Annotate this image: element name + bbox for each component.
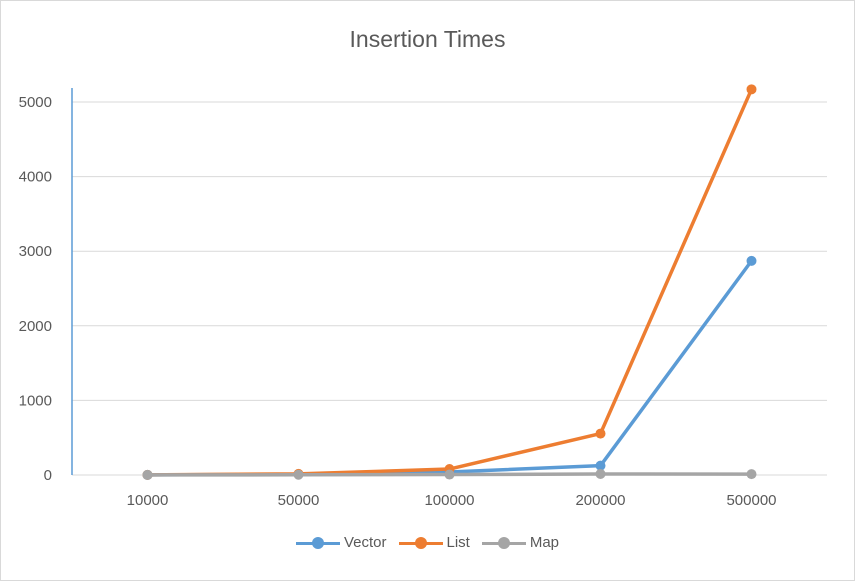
legend-item-vector: Vector — [295, 534, 387, 551]
data-point-list — [746, 84, 757, 95]
data-point-map — [293, 469, 304, 480]
y-tick-label: 0 — [44, 467, 52, 484]
legend-swatch — [481, 536, 526, 550]
legend-item-list: List — [398, 534, 470, 551]
x-tick-label: 100000 — [424, 492, 474, 509]
y-tick-label: 3000 — [19, 243, 52, 260]
y-tick-label: 1000 — [19, 392, 52, 409]
data-point-map — [444, 469, 455, 480]
chart-legend: Vector List Map — [0, 534, 855, 554]
legend-label: Map — [529, 534, 560, 551]
legend-swatch — [398, 536, 443, 550]
x-tick-label: 500000 — [726, 492, 776, 509]
x-tick-label: 10000 — [127, 492, 169, 509]
legend-label: List — [446, 534, 470, 551]
data-point-map — [595, 468, 606, 479]
y-tick-label: 5000 — [19, 94, 52, 111]
legend-label: Vector — [343, 534, 387, 551]
legend-swatch — [295, 536, 340, 550]
y-tick-label: 4000 — [19, 169, 52, 186]
x-tick-label: 200000 — [575, 492, 625, 509]
x-tick-label: 50000 — [278, 492, 320, 509]
data-point-map — [142, 469, 153, 480]
data-point-vector — [595, 460, 606, 471]
series-line-list — [147, 88, 754, 477]
legend-item-map: Map — [481, 534, 560, 551]
data-point-list — [595, 428, 606, 439]
data-point-map — [746, 469, 757, 480]
y-tick-label: 2000 — [19, 318, 52, 335]
data-point-vector — [746, 255, 757, 266]
chart-title: Insertion Times — [349, 26, 506, 52]
